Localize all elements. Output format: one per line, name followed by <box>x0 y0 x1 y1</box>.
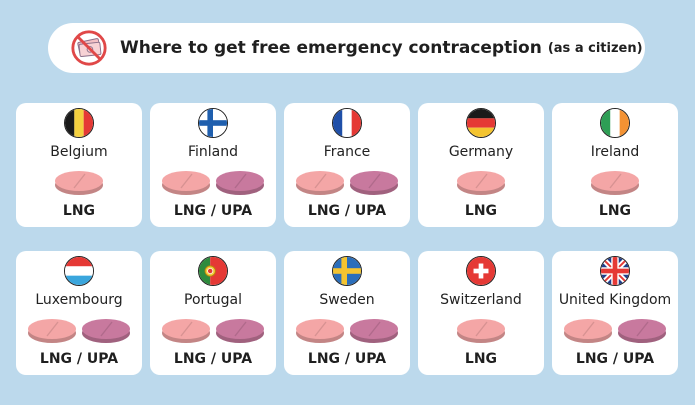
uk-flag-icon <box>600 256 630 286</box>
lng-pill-icon <box>162 319 210 343</box>
methods-label: LNG / UPA <box>173 203 253 219</box>
switzerland-flag-icon <box>466 256 496 286</box>
country-card-luxembourg: Luxembourg LNG / UPA <box>16 251 142 375</box>
pill-group <box>295 317 399 345</box>
pill-group <box>27 317 131 345</box>
lng-pill-icon <box>591 171 639 195</box>
country-grid: Belgium LNG Finland LNG / UPA France LNG… <box>16 103 678 375</box>
country-card-france: France LNG / UPA <box>284 103 410 227</box>
lng-pill-icon <box>457 171 505 195</box>
country-card-portugal: Portugal LNG / UPA <box>150 251 276 375</box>
pill-group <box>295 169 399 197</box>
country-name: Sweden <box>319 292 375 308</box>
upa-pill-icon <box>82 319 130 343</box>
sweden-flag-icon <box>332 256 362 286</box>
pill-group <box>161 317 265 345</box>
lng-pill-icon <box>55 171 103 195</box>
lng-pill-icon <box>162 171 210 195</box>
germany-flag-icon <box>466 108 496 138</box>
country-name: United Kingdom <box>558 292 672 308</box>
country-card-belgium: Belgium LNG <box>16 103 142 227</box>
pill-group <box>456 169 506 197</box>
lng-pill-icon <box>564 319 612 343</box>
country-card-ireland: Ireland LNG <box>552 103 678 227</box>
methods-label: LNG <box>464 203 498 219</box>
finland-flag-icon <box>198 108 228 138</box>
methods-label: LNG <box>464 351 498 367</box>
country-card-germany: Germany LNG <box>418 103 544 227</box>
pill-group <box>590 169 640 197</box>
ireland-flag-icon <box>600 108 630 138</box>
country-card-switzerland: Switzerland LNG <box>418 251 544 375</box>
pill-group <box>54 169 104 197</box>
luxembourg-flag-icon <box>64 256 94 286</box>
no-money-icon <box>71 30 107 66</box>
country-card-united-kingdom: United Kingdom LNG / UPA <box>552 251 678 375</box>
country-name: Luxembourg <box>35 292 123 308</box>
country-name: Finland <box>187 144 239 160</box>
methods-label: LNG / UPA <box>307 351 387 367</box>
methods-label: LNG / UPA <box>575 351 655 367</box>
country-name: Portugal <box>184 292 242 308</box>
methods-label: LNG <box>598 203 632 219</box>
country-name: Ireland <box>590 144 640 160</box>
methods-label: LNG / UPA <box>173 351 253 367</box>
methods-label: LNG <box>62 203 96 219</box>
upa-pill-icon <box>350 171 398 195</box>
belgium-flag-icon <box>64 108 94 138</box>
lng-pill-icon <box>457 319 505 343</box>
upa-pill-icon <box>350 319 398 343</box>
pill-group <box>456 317 506 345</box>
lng-pill-icon <box>296 319 344 343</box>
country-card-sweden: Sweden LNG / UPA <box>284 251 410 375</box>
country-name: Belgium <box>50 144 108 160</box>
upa-pill-icon <box>216 171 264 195</box>
methods-label: LNG / UPA <box>39 351 119 367</box>
upa-pill-icon <box>216 319 264 343</box>
portugal-flag-icon <box>198 256 228 286</box>
lng-pill-icon <box>28 319 76 343</box>
france-flag-icon <box>332 108 362 138</box>
pill-group <box>161 169 265 197</box>
country-name: Germany <box>448 144 514 160</box>
title-banner: Where to get free emergency contraceptio… <box>48 23 645 73</box>
pill-group <box>563 317 667 345</box>
country-name: France <box>323 144 371 160</box>
country-name: Switzerland <box>440 292 522 308</box>
country-card-finland: Finland LNG / UPA <box>150 103 276 227</box>
lng-pill-icon <box>296 171 344 195</box>
upa-pill-icon <box>618 319 666 343</box>
methods-label: LNG / UPA <box>307 203 387 219</box>
page-subtitle: (as a citizen) <box>547 40 643 56</box>
page-title: Where to get free emergency contraceptio… <box>120 38 542 58</box>
